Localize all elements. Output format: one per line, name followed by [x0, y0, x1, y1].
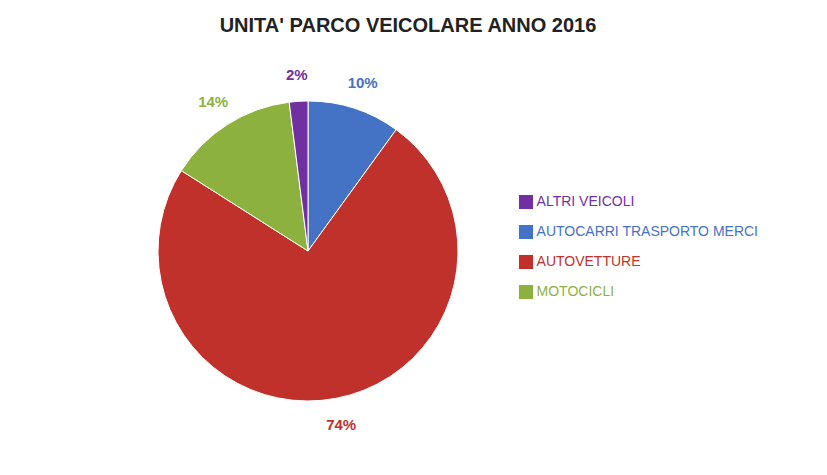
html-text:AUTOCARRI TRASPORTO MERCI: AUTOCARRI TRASPORTO MERCI — [536, 223, 758, 239]
svg-text:10%: 10% — [348, 74, 378, 91]
svg-text:14%: 14% — [198, 93, 228, 110]
svg-text:2%: 2% — [286, 66, 308, 83]
html-text:UNITA' PARCO VEICOLARE ANNO 20: UNITA' PARCO VEICOLARE ANNO 2016 — [219, 14, 597, 36]
svg-text:74%: 74% — [326, 416, 356, 433]
html-text:AUTOVETTURE: AUTOVETTURE — [536, 253, 641, 269]
html-text:MOTOCICLI: MOTOCICLI — [536, 283, 615, 299]
html-text:ALTRI VEICOLI: ALTRI VEICOLI — [536, 193, 635, 209]
